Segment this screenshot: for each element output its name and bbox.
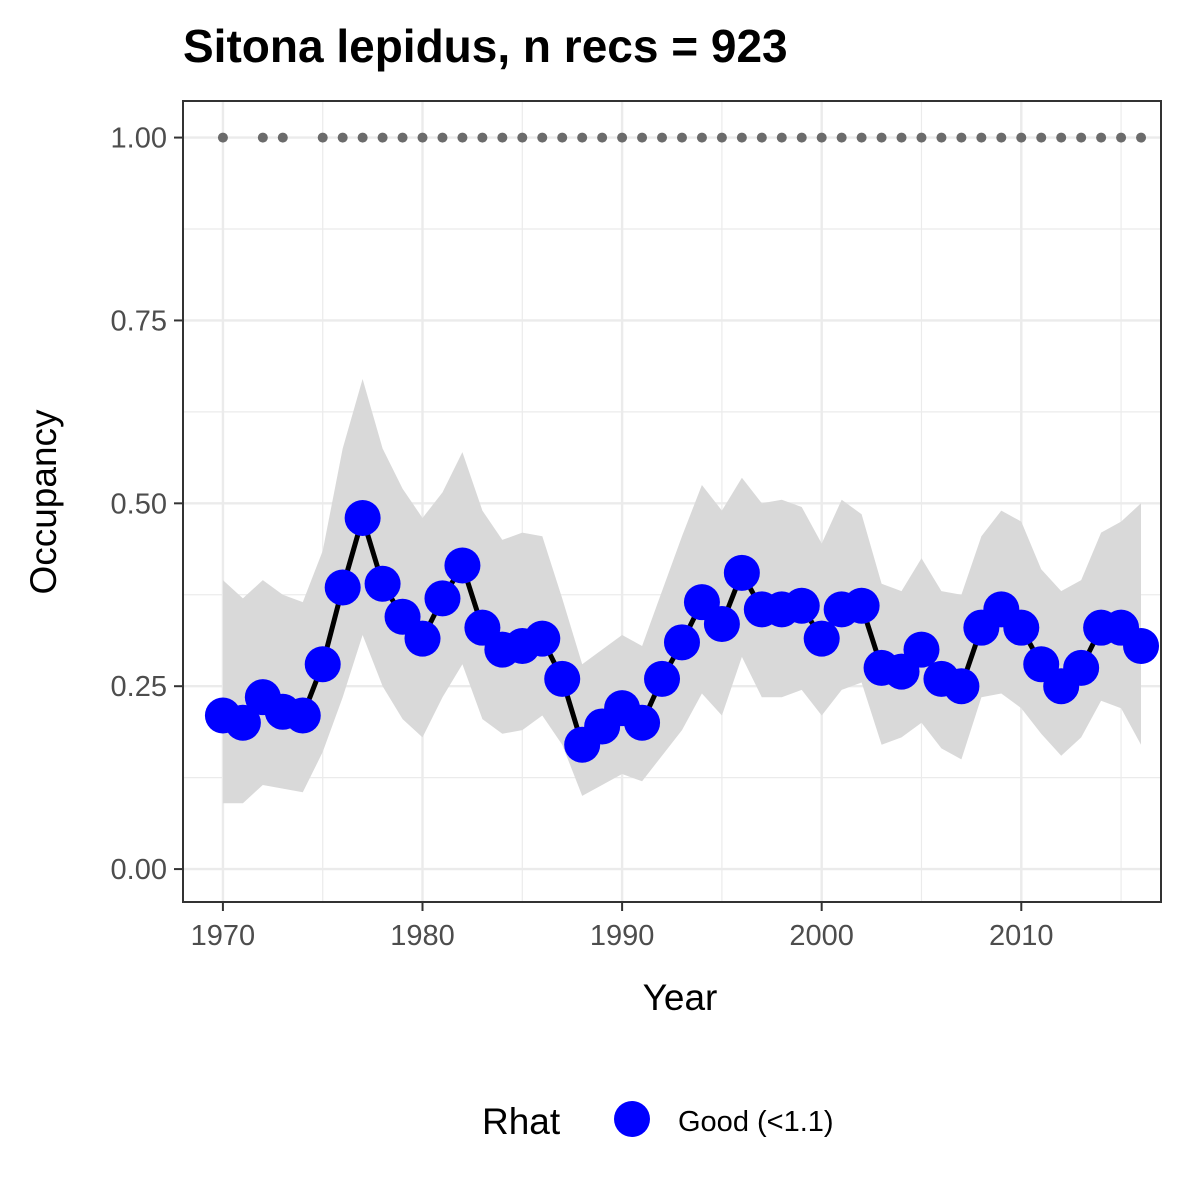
record-dot <box>377 132 388 143</box>
record-dot <box>337 132 348 143</box>
occupancy-point <box>903 631 940 668</box>
record-dot <box>597 132 608 143</box>
occupancy-point <box>1003 609 1040 646</box>
occupancy-point <box>224 704 261 741</box>
record-dot <box>417 132 428 143</box>
occupancy-point <box>344 499 381 536</box>
y-tick-label: 0.00 <box>111 854 167 886</box>
occupancy-point <box>444 547 481 584</box>
x-axis: 1970 1980 1990 2000 2010 <box>191 902 1054 952</box>
record-dot <box>756 132 767 143</box>
confidence-ribbon <box>222 379 1141 804</box>
record-dot <box>896 132 907 143</box>
x-tick-label: 1980 <box>390 920 455 952</box>
record-dot <box>716 132 727 143</box>
record-dot <box>816 132 827 143</box>
record-dot <box>637 132 648 143</box>
y-tick-label: 0.50 <box>111 488 167 520</box>
record-dot <box>617 132 628 143</box>
occupancy-point <box>324 569 361 606</box>
record-dot <box>277 132 288 143</box>
legend-title: Rhat <box>482 1101 561 1142</box>
y-tick-label: 1.00 <box>111 123 167 155</box>
occupancy-point <box>644 660 681 697</box>
y-tick-label: 0.25 <box>111 671 167 703</box>
occupancy-point <box>1123 627 1160 664</box>
occupancy-point <box>304 646 341 683</box>
record-dot <box>796 132 807 143</box>
record-dot <box>437 132 448 143</box>
occupancy-point <box>364 565 401 602</box>
legend-key-point <box>614 1101 650 1137</box>
occupancy-point <box>783 587 820 624</box>
record-dot <box>1096 132 1107 143</box>
occupancy-point <box>284 697 321 734</box>
record-dot <box>457 132 468 143</box>
occupancy-point <box>663 624 700 661</box>
record-dot <box>1076 132 1087 143</box>
legend-label-good: Good (<1.1) <box>678 1106 834 1138</box>
x-tick-label: 2000 <box>789 920 854 952</box>
record-dot <box>497 132 508 143</box>
occupancy-point <box>803 620 840 657</box>
record-dot <box>657 132 668 143</box>
occupancy-point <box>424 580 461 617</box>
occupancy-point <box>723 554 760 591</box>
record-dot <box>1036 132 1047 143</box>
record-dot <box>876 132 887 143</box>
legend: Rhat Good (<1.1) <box>482 1101 834 1142</box>
record-dots-group <box>217 132 1147 143</box>
record-dot <box>1016 132 1027 143</box>
record-dot <box>956 132 967 143</box>
x-axis-title: Year <box>643 977 718 1018</box>
record-dot <box>776 132 787 143</box>
gridlines <box>183 101 1161 902</box>
occupancy-point <box>943 668 980 705</box>
confidence-ribbon-group <box>222 379 1141 804</box>
record-dot <box>836 132 847 143</box>
record-dot <box>577 132 588 143</box>
record-dot <box>217 132 228 143</box>
record-dot <box>1056 132 1067 143</box>
record-dot <box>1116 132 1127 143</box>
record-dot <box>976 132 987 143</box>
chart-title: Sitona lepidus, n recs = 923 <box>183 20 788 72</box>
record-dot <box>257 132 268 143</box>
x-tick-label: 1990 <box>590 920 655 952</box>
occupancy-point <box>624 704 661 741</box>
record-dot <box>996 132 1007 143</box>
record-dot <box>1136 132 1147 143</box>
record-dot <box>557 132 568 143</box>
occupancy-point <box>843 587 880 624</box>
occupancy-point <box>1063 649 1100 686</box>
x-tick-label: 1970 <box>191 920 256 952</box>
record-dot <box>856 132 867 143</box>
occupancy-point <box>404 620 441 657</box>
record-dot <box>676 132 687 143</box>
record-dot <box>397 132 408 143</box>
record-dot <box>477 132 488 143</box>
x-tick-label: 2010 <box>989 920 1054 952</box>
occupancy-point <box>544 660 581 697</box>
y-axis: 0.00 0.25 0.50 0.75 1.00 <box>111 123 183 886</box>
record-dot <box>357 132 368 143</box>
occupancy-point <box>524 620 561 657</box>
plot-panel-border <box>182 100 1162 903</box>
record-dot <box>696 132 707 143</box>
y-axis-title: Occupancy <box>23 409 64 595</box>
record-dot <box>736 132 747 143</box>
y-tick-label: 0.75 <box>111 305 167 337</box>
record-dot <box>916 132 927 143</box>
record-dot <box>517 132 528 143</box>
record-dot <box>537 132 548 143</box>
record-dot <box>317 132 328 143</box>
record-dot <box>936 132 947 143</box>
occupancy-point <box>703 606 740 643</box>
occupancy-points-group <box>204 499 1160 763</box>
